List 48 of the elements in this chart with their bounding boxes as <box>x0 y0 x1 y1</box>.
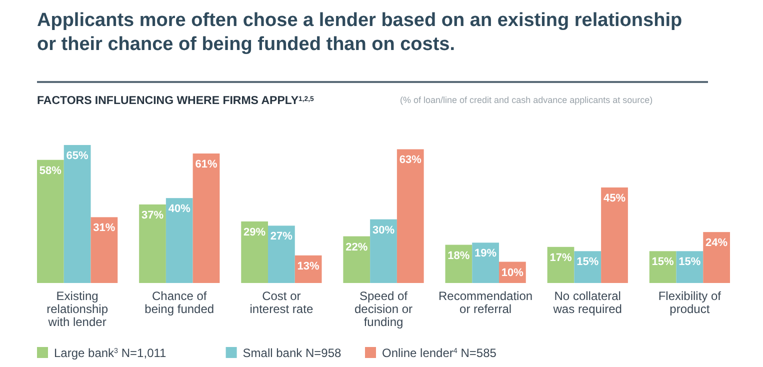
bar <box>396 149 424 283</box>
data-label: 10% <box>501 266 524 279</box>
legend-label: Large bank$^{3}$ N=1,011 <box>54 346 167 360</box>
x-tick-label: No collateral was required <box>552 289 622 316</box>
data-label: 17% <box>550 252 572 264</box>
x-tick-label: Speed of decision or funding <box>354 289 413 329</box>
data-label: 27% <box>270 230 293 243</box>
data-label: 22% <box>346 241 368 254</box>
bar <box>268 226 295 283</box>
data-label: 65% <box>66 150 89 162</box>
bar <box>166 198 193 283</box>
x-tick-label: Recommendation or referral <box>438 289 533 316</box>
data-label: 29% <box>244 226 266 238</box>
x-tick-label: Cost or interest rate <box>250 289 314 316</box>
data-label: 15% <box>652 256 674 268</box>
x-tick-label: Chance of being funded <box>144 289 214 316</box>
chart-subtitle: FACTORS INFLUENCING WHERE FIRMS APPLY$^{1,2,5}$ <box>37 95 314 107</box>
bar <box>601 187 628 283</box>
data-label: 30% <box>372 224 395 236</box>
chart-title: Applicants more often chose a lender based on an existing relationship or their chance of being funded than on costs. <box>37 10 682 55</box>
data-label: 31% <box>93 222 116 234</box>
data-label: 40% <box>168 203 191 216</box>
data-label: 19% <box>474 248 497 260</box>
data-label: 45% <box>603 192 626 204</box>
data-label: 37% <box>141 209 164 222</box>
x-tick-label: Existing relationship with lender <box>46 289 108 329</box>
data-label: 24% <box>706 237 728 250</box>
bar <box>64 145 91 283</box>
legend-label: Small bank N=958 <box>242 346 342 360</box>
bar <box>370 219 397 283</box>
legend-label: Online lender$^{4}$ N=585 <box>382 346 497 360</box>
bar <box>241 221 268 283</box>
bar <box>192 153 220 283</box>
x-tick-label: Flexibility of product <box>658 289 722 316</box>
bar <box>703 232 730 283</box>
bar <box>343 236 370 283</box>
data-label: 63% <box>399 154 422 166</box>
bar <box>37 160 64 283</box>
bar <box>472 242 499 283</box>
data-label: 18% <box>448 250 470 262</box>
data-label: 58% <box>39 164 62 177</box>
data-label: 15% <box>678 256 701 268</box>
data-label: 13% <box>297 260 320 272</box>
bar <box>90 217 118 283</box>
data-label: 61% <box>195 158 218 170</box>
bar <box>139 204 166 283</box>
text: (% of loan/line of credit and cash advance applicants at source) <box>400 95 653 105</box>
data-label: 15% <box>576 256 599 268</box>
